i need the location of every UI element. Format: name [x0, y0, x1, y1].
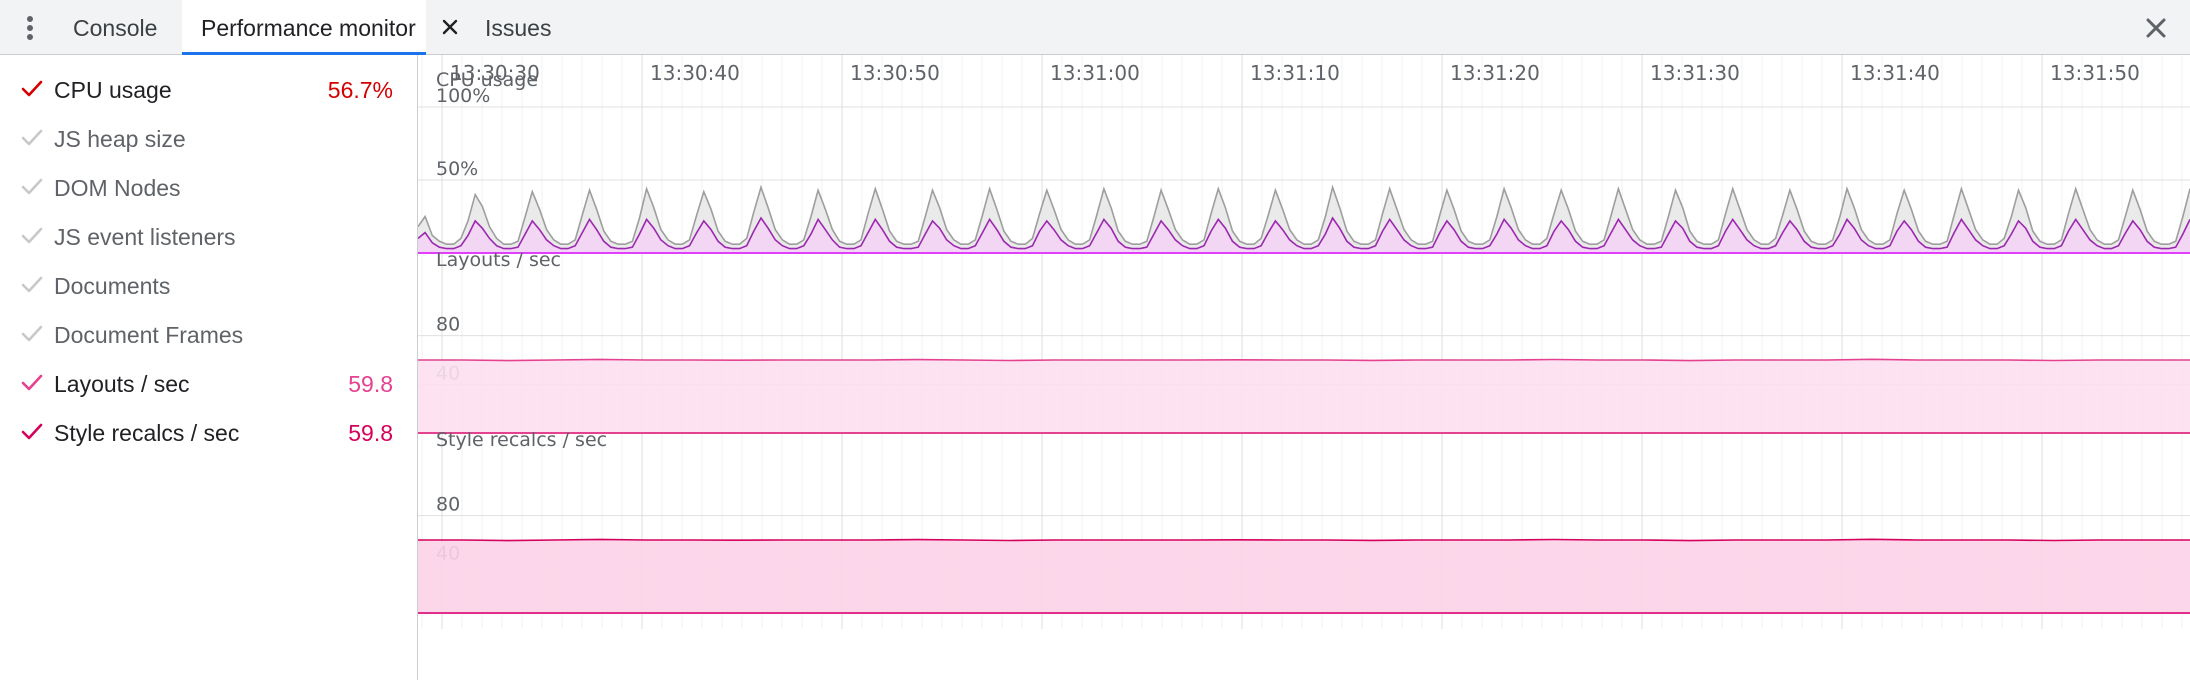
y-tick-label: 80	[436, 314, 460, 336]
chart-title: CPU usage	[436, 69, 538, 91]
metric-cpu-usage[interactable]: CPU usage 56.7%	[0, 66, 418, 115]
series-line	[418, 216, 2190, 250]
time-tick-label: 13:31:00	[1050, 61, 1140, 85]
metrics-sidebar: CPU usage 56.7% JS heap size DOM Nodes JS ev…	[0, 55, 418, 680]
metric-label: DOM Nodes	[54, 175, 181, 201]
series-line	[418, 538, 2190, 542]
metric-label: Style recalcs / sec	[54, 420, 240, 446]
y-tick-label: 80	[436, 494, 460, 516]
checkmark-icon[interactable]	[21, 325, 43, 343]
time-tick-label: 13:30:50	[850, 61, 940, 85]
more-options-icon[interactable]	[18, 14, 42, 42]
y-tick-label: 100%	[436, 85, 490, 107]
panel-tab-bar: Console Performance monitor Issues	[0, 0, 2190, 55]
checkmark-icon[interactable]	[21, 80, 43, 98]
performance-graphs: 13:30:30 13:30:40 13:30:50 13:31:00 13:31:10…	[418, 55, 2190, 680]
metric-layouts-sec[interactable]: Layouts / sec 59.8	[0, 360, 418, 409]
time-tick-label: 13:31:50	[2050, 61, 2140, 85]
time-tick-label: 13:30:40	[650, 61, 740, 85]
series-area	[418, 359, 2190, 433]
tab-console-label: Console	[73, 15, 158, 41]
checkmark-icon[interactable]	[21, 423, 43, 441]
tab-issues-label: Issues	[485, 15, 552, 41]
time-tick-label: 13:31:20	[1450, 61, 1540, 85]
metric-value: 56.7%	[327, 77, 393, 103]
performance-charts: 13:30:30 13:30:40 13:30:50 13:31:00 13:31:10…	[418, 55, 2190, 629]
tab-performance-monitor[interactable]: Performance monitor	[182, 0, 426, 55]
metric-label: CPU usage	[54, 77, 172, 103]
metric-value: 59.8	[348, 371, 393, 397]
metric-dom-nodes[interactable]: DOM Nodes	[0, 164, 418, 213]
metric-js-heap-size[interactable]: JS heap size	[0, 115, 418, 164]
chart-title: Style recalcs / sec	[436, 429, 607, 451]
metric-label: Layouts / sec	[54, 371, 190, 397]
checkmark-icon[interactable]	[21, 129, 43, 147]
time-tick-label: 13:31:10	[1250, 61, 1340, 85]
metric-documents[interactable]: Documents	[0, 262, 418, 311]
close-tab-icon[interactable]	[440, 17, 460, 37]
checkmark-icon[interactable]	[21, 374, 43, 392]
series-line	[418, 358, 2190, 362]
checkmark-icon[interactable]	[21, 276, 43, 294]
checkmark-icon[interactable]	[21, 227, 43, 245]
tab-console[interactable]: Console	[73, 0, 157, 55]
tab-performance-monitor-label: Performance monitor	[201, 15, 416, 41]
series-area	[418, 187, 2190, 253]
metric-value: 59.8	[348, 420, 393, 446]
chart-title: Layouts / sec	[436, 249, 561, 271]
metric-label: JS heap size	[54, 126, 186, 152]
metric-js-event-listeners[interactable]: JS event listeners	[0, 213, 418, 262]
series-area	[418, 539, 2190, 613]
series-area	[418, 218, 2190, 253]
metric-label: Documents	[54, 273, 171, 299]
time-tick-label: 13:31:30	[1650, 61, 1740, 85]
close-drawer-icon[interactable]	[2144, 16, 2168, 40]
metric-label: JS event listeners	[54, 224, 236, 250]
metric-style-recalcs-sec[interactable]: Style recalcs / sec 59.8	[0, 409, 418, 458]
metric-document-frames[interactable]: Document Frames	[0, 311, 418, 360]
tab-issues[interactable]: Issues	[485, 0, 551, 55]
series-line	[418, 184, 2190, 245]
y-tick-label: 50%	[436, 158, 478, 180]
checkmark-icon[interactable]	[21, 178, 43, 196]
metric-label: Document Frames	[54, 322, 244, 348]
time-tick-label: 13:31:40	[1850, 61, 1940, 85]
time-tick-label: 13:30:30	[450, 61, 540, 85]
